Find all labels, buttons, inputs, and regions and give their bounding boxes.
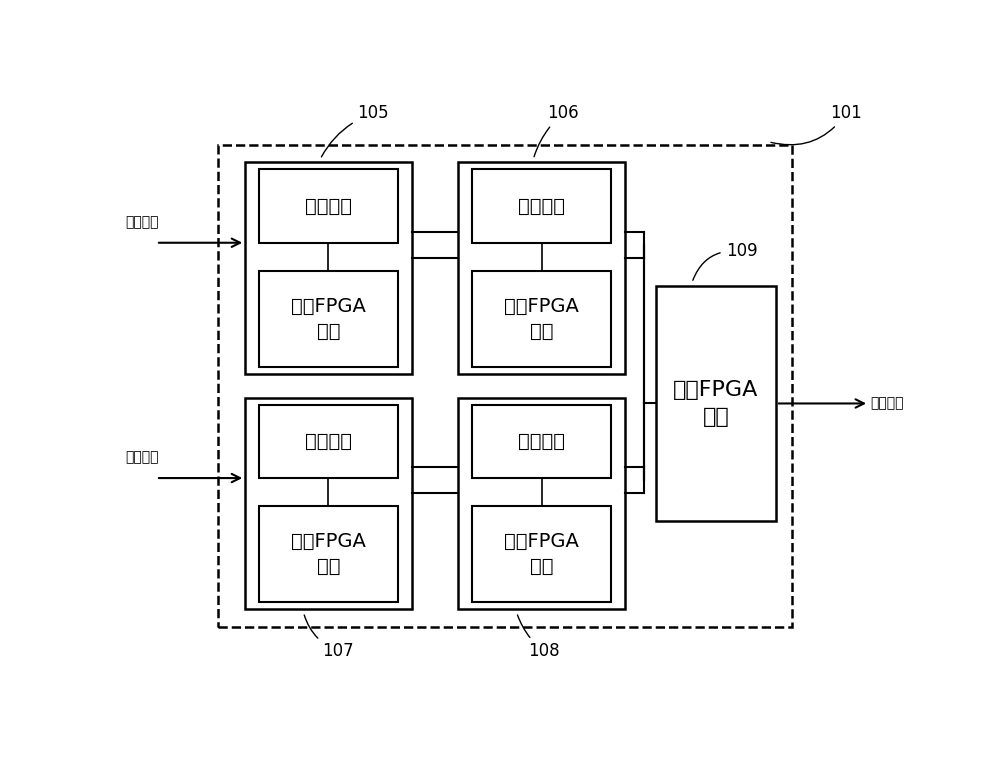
Text: 数据输出: 数据输出: [871, 397, 904, 410]
Text: 109: 109: [693, 242, 757, 280]
Text: 第一FPGA
单元: 第一FPGA 单元: [291, 297, 366, 341]
Text: 105: 105: [321, 104, 389, 157]
Bar: [472, 170, 611, 243]
Text: 101: 101: [771, 104, 862, 145]
Text: 106: 106: [534, 104, 579, 157]
Bar: [245, 397, 412, 610]
Bar: [259, 507, 398, 602]
Text: 数据输入: 数据输入: [126, 215, 159, 229]
Bar: [259, 170, 398, 243]
Text: 存储单元: 存储单元: [305, 196, 352, 215]
Text: 数据输入: 数据输入: [126, 451, 159, 465]
Bar: [472, 507, 611, 602]
Text: 第一FPGA
单元: 第一FPGA 单元: [504, 533, 579, 576]
Text: 存储单元: 存储单元: [518, 196, 565, 215]
Text: 108: 108: [517, 615, 560, 660]
Bar: [458, 162, 625, 374]
Bar: [472, 271, 611, 367]
Bar: [259, 405, 398, 478]
Text: 存储单元: 存储单元: [305, 432, 352, 451]
Text: 第一FPGA
单元: 第一FPGA 单元: [504, 297, 579, 341]
Bar: [656, 286, 776, 521]
Bar: [458, 397, 625, 610]
Bar: [472, 405, 611, 478]
Text: 第二FPGA
单元: 第二FPGA 单元: [673, 380, 759, 426]
Bar: [218, 144, 792, 627]
Bar: [259, 271, 398, 367]
Text: 存储单元: 存储单元: [518, 432, 565, 451]
Bar: [245, 162, 412, 374]
Text: 第一FPGA
单元: 第一FPGA 单元: [291, 533, 366, 576]
Text: 107: 107: [304, 615, 354, 660]
